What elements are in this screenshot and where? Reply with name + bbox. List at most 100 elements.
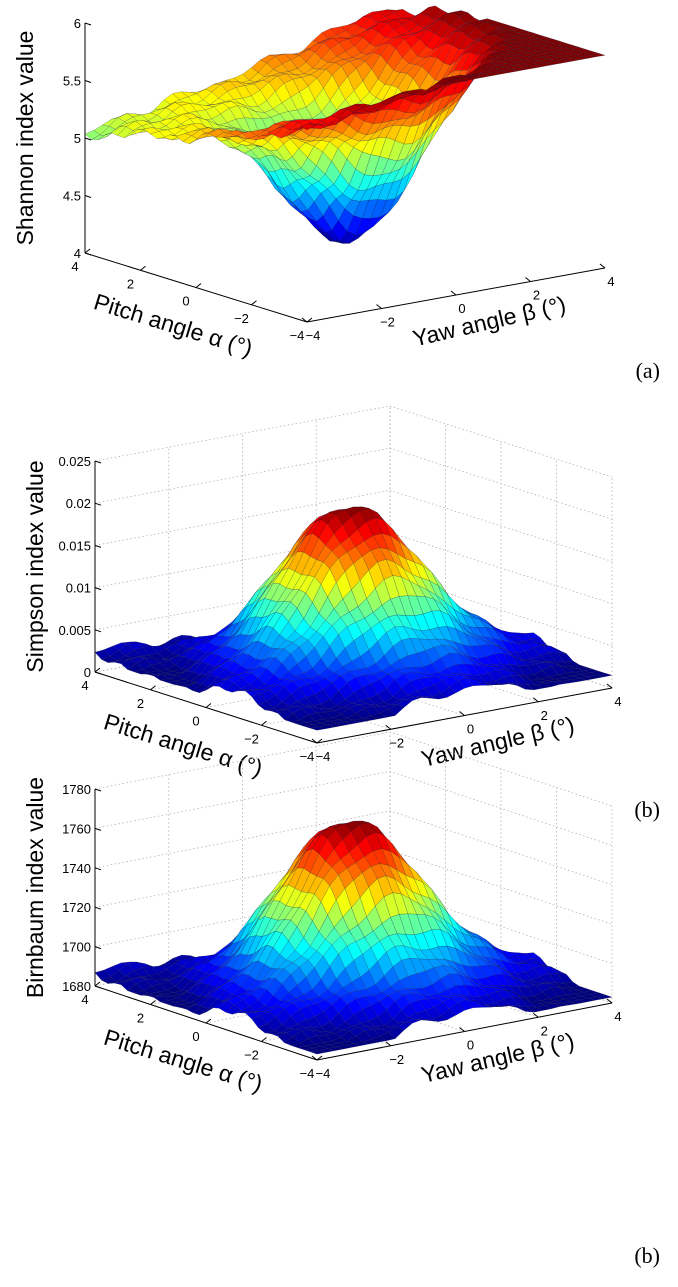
yaw-tick-label: −4	[306, 328, 321, 343]
yaw-tick-label: −4	[316, 1066, 331, 1081]
z-tick-mark	[84, 195, 92, 198]
pitch-tick-label: 2	[127, 276, 134, 291]
pitch-tick-label: −4	[300, 749, 315, 764]
pitch-tick-mark	[205, 703, 212, 708]
surface-panel-2: 0 0.005 0.01 0.015 0.02 0.025 −4 −2 0 2 4 −4 −2 0 2 4 Si…	[22, 405, 660, 822]
pitch-tick-mark	[205, 1018, 212, 1024]
surface-cell	[310, 726, 326, 731]
yaw-tick-label: 4	[614, 694, 621, 709]
yaw-tick-mark	[459, 711, 465, 716]
z-tick-mark	[84, 252, 92, 256]
yaw-tick-mark	[525, 277, 531, 282]
surface-cell	[300, 123, 317, 131]
z-tick-mark	[94, 946, 102, 950]
pitch-tick-mark	[150, 685, 156, 691]
axes: 0 0.005 0.01 0.015 0.02 0.025 −4 −2 0 2 4 −4 −2 0 2 4	[58, 454, 621, 764]
yaw-tick-label: −2	[389, 1052, 404, 1067]
grid-line-z	[94, 770, 613, 846]
yaw-tick-mark	[450, 290, 457, 296]
pitch-tick-mark	[94, 667, 101, 673]
z-tick-mark	[94, 671, 102, 675]
z-tick-mark	[94, 827, 102, 831]
z-tick-label: 1780	[62, 782, 91, 797]
z-tick-label: 0.025	[58, 454, 91, 469]
z-tick-label: 1760	[62, 821, 91, 836]
yaw-tick-mark	[311, 1055, 318, 1061]
pitch-tick-mark	[261, 1037, 267, 1042]
yaw-tick-mark	[311, 738, 318, 744]
surface-panel-1: 4 4.5 5 5.5 6 −4 −2 0 2 4 −4 −2 0 2 4 Shannon index val…	[12, 5, 660, 383]
axes: 4 4.5 5 5.5 6 −4 −2 0 2 4 −4 −2 0 2 4	[63, 16, 615, 343]
panel-label: (a)	[636, 358, 660, 383]
z-tick-label: 6	[74, 16, 81, 31]
z-axis-label: Simpson index value	[22, 460, 48, 672]
pitch-axis-label: Pitch angle α (°)	[101, 708, 266, 781]
pitch-tick-label: 0	[182, 294, 189, 309]
yaw-tick-label: 4	[614, 1009, 621, 1024]
z-tick-mark	[84, 80, 92, 83]
pitch-tick-mark	[150, 1000, 156, 1005]
pitch-tick-label: 4	[71, 259, 78, 274]
z-tick-label: 1680	[62, 979, 91, 994]
surface-mesh	[84, 5, 606, 244]
surface-panel-3: 1680 1700 1720 1740 1760 1780 −4 −2 0 2 4 −4 −2 0 2 4 Bi…	[22, 731, 660, 1268]
surface-mesh	[94, 820, 613, 1055]
axes: 1680 1700 1720 1740 1760 1780 −4 −2 0 2 4 −4 −2 0 2 4	[62, 782, 622, 1081]
yaw-axis-label: Yaw angle β (°)	[419, 711, 577, 771]
z-tick-mark	[94, 906, 102, 910]
pitch-tick-mark	[94, 981, 101, 987]
panel-label: (b)	[634, 1243, 660, 1268]
z-tick-label: 5	[74, 131, 81, 146]
pitch-tick-mark	[84, 248, 91, 254]
z-tick-mark	[84, 137, 92, 141]
grid-line-z	[94, 405, 613, 478]
surface-mesh	[94, 506, 613, 731]
yaw-tick-label: 0	[467, 722, 474, 737]
pitch-tick-label: −2	[244, 1048, 259, 1063]
yaw-tick-mark	[376, 304, 382, 309]
yaw-tick-label: 2	[533, 288, 540, 303]
pitch-tick-label: 2	[137, 1011, 144, 1026]
z-tick-mark	[94, 985, 102, 989]
pitch-tick-mark	[195, 283, 202, 288]
pitch-tick-label: 4	[81, 992, 88, 1007]
pitch-tick-label: −4	[300, 1066, 315, 1081]
z-tick-mark	[94, 460, 102, 464]
yaw-tick-label: 0	[458, 301, 465, 316]
yaw-tick-label: −4	[316, 749, 331, 764]
yaw-tick-label: −2	[389, 735, 404, 750]
pitch-tick-mark	[261, 720, 267, 726]
pitch-tick-label: −2	[244, 731, 259, 746]
z-tick-mark	[94, 587, 102, 591]
z-tick-label: 1740	[62, 861, 91, 876]
pitch-tick-label: 0	[192, 714, 199, 729]
z-tick-label: 5.5	[63, 74, 81, 89]
z-tick-mark	[94, 867, 102, 871]
z-axis-label: Shannon index value	[12, 31, 38, 246]
yaw-tick-mark	[385, 724, 392, 730]
yaw-tick-label: 4	[607, 274, 614, 289]
yaw-axis-label: Yaw angle β (°)	[419, 1027, 577, 1087]
z-tick-label: 0.005	[58, 623, 91, 638]
z-tick-label: 0.015	[58, 538, 91, 553]
yaw-axis-label: Yaw angle β (°)	[410, 291, 568, 351]
yaw-tick-mark	[385, 1041, 392, 1047]
yaw-tick-mark	[599, 263, 606, 269]
z-tick-label: 1700	[62, 940, 91, 955]
z-tick-label: 4.5	[63, 189, 81, 204]
z-axis-label: Birnbaum index value	[22, 777, 48, 998]
yaw-tick-mark	[606, 683, 613, 689]
z-tick-label: 0.01	[66, 581, 91, 596]
pitch-tick-label: −4	[290, 328, 305, 343]
z-tick-label: 1720	[62, 900, 91, 915]
yaw-tick-label: 2	[541, 1023, 548, 1038]
panel-label: (b)	[634, 797, 660, 822]
pitch-tick-label: 0	[192, 1029, 199, 1044]
pitch-axis-label: Pitch angle α (°)	[91, 288, 256, 361]
z-tick-mark	[94, 788, 102, 792]
pitch-tick-mark	[140, 265, 146, 271]
yaw-tick-mark	[459, 1027, 465, 1032]
z-tick-mark	[94, 629, 102, 633]
pitch-tick-mark	[316, 738, 323, 744]
